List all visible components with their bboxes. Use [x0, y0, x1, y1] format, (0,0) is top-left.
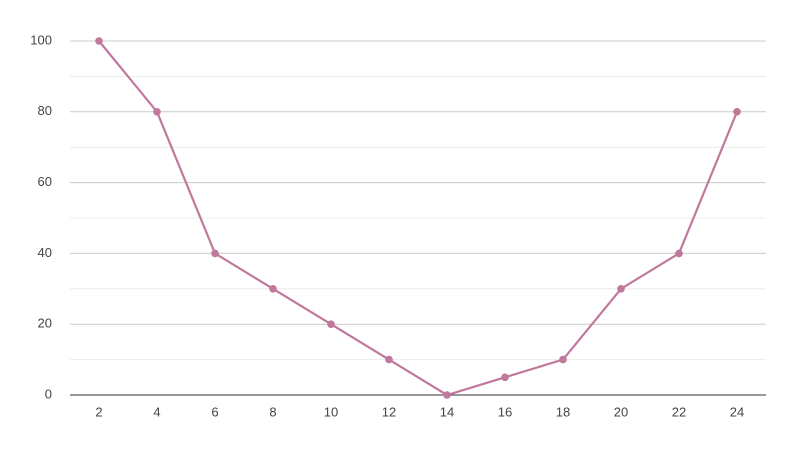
x-tick-label: 2 — [95, 404, 102, 419]
x-tick-label: 4 — [153, 404, 160, 419]
x-tick-label: 22 — [672, 404, 686, 419]
y-tick-label: 20 — [38, 316, 52, 331]
point — [95, 37, 103, 45]
point — [501, 373, 509, 382]
point — [559, 355, 567, 364]
x-tick-label: 10 — [324, 404, 338, 419]
point — [211, 249, 219, 258]
x-tick-label: 12 — [382, 404, 396, 419]
x-tick-label: 8 — [269, 404, 276, 419]
point — [153, 108, 161, 116]
point — [617, 285, 625, 293]
x-tick-label: 6 — [211, 404, 218, 419]
point — [269, 285, 277, 293]
x-tick-label: 24 — [730, 404, 744, 419]
point — [443, 391, 451, 399]
point — [733, 108, 741, 116]
y-tick-label: 100 — [30, 32, 52, 47]
y-tick-label: 0 — [45, 386, 52, 401]
x-tick-label: 14 — [440, 404, 454, 419]
y-tick-label: 80 — [38, 103, 52, 118]
y-tick-label: 60 — [38, 174, 52, 189]
point — [675, 249, 683, 258]
point — [327, 320, 335, 329]
line — [98, 40, 739, 397]
x-tick-label: 16 — [498, 404, 512, 419]
x-tick-label: 18 — [556, 404, 570, 419]
y-tick-label: 40 — [38, 245, 52, 260]
point — [385, 355, 393, 364]
x-tick-label: 20 — [614, 404, 628, 419]
